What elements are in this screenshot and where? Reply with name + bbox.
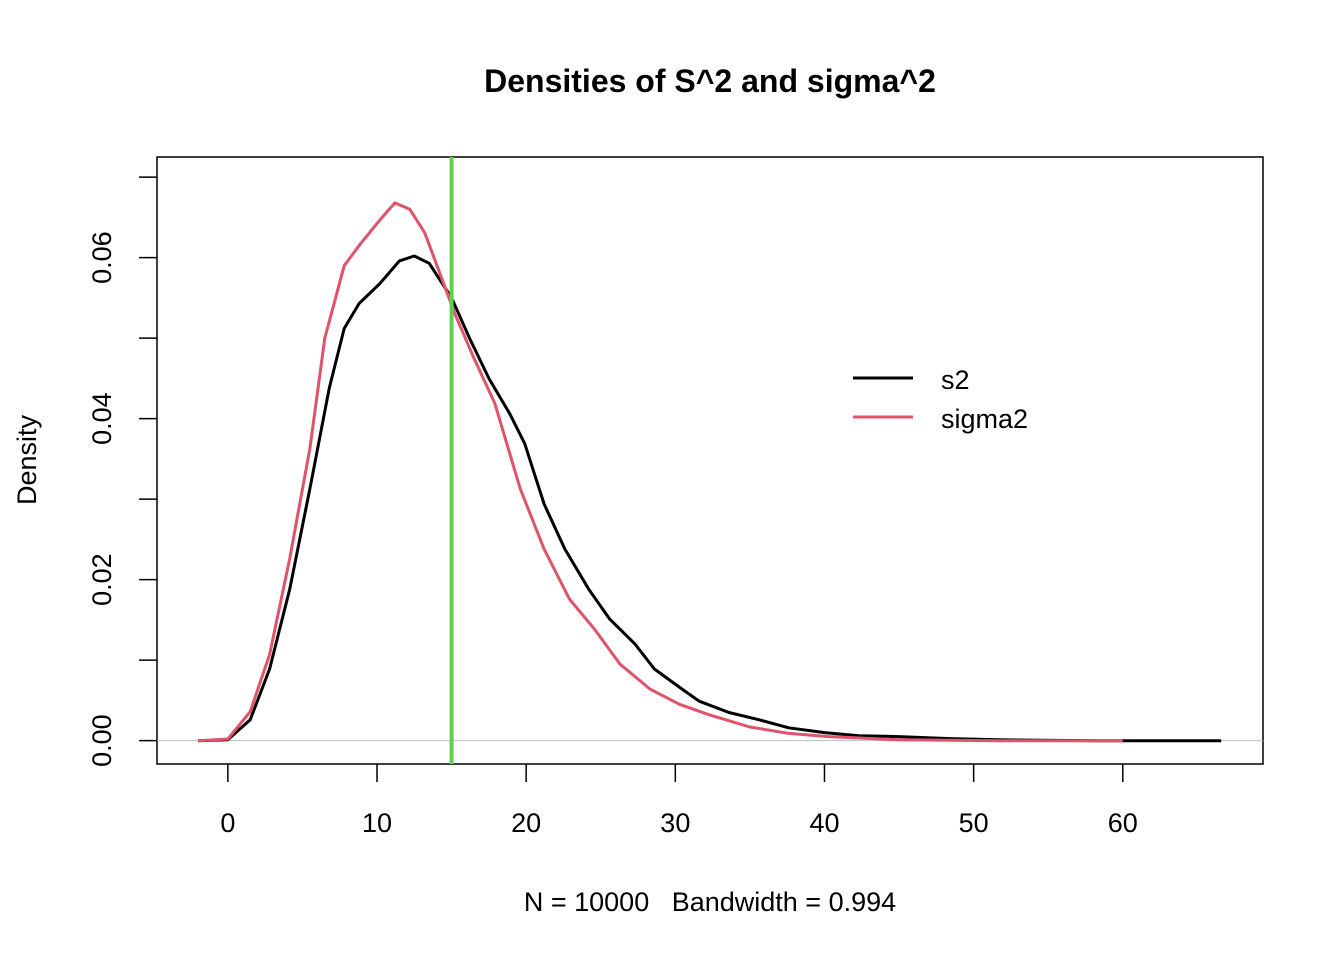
series-line-sigma2 [197, 201, 1123, 743]
legend-label-sigma2: sigma2 [941, 404, 1028, 434]
x-tick-label: 30 [660, 808, 690, 838]
legend: s2 sigma2 [853, 365, 1028, 434]
x-tick-label: 0 [220, 808, 235, 838]
plot-frame [156, 156, 1264, 765]
series-line-s2 [197, 254, 1222, 743]
x-tick-label: 50 [959, 808, 989, 838]
y-tick-label: 0.06 [87, 231, 117, 284]
series-lines [197, 201, 1222, 743]
y-axis-label: Density [12, 414, 42, 505]
x-tick-label: 60 [1108, 808, 1138, 838]
x-axis-label: N = 10000 Bandwidth = 0.994 [524, 887, 896, 917]
y-tick-label: 0.00 [87, 714, 117, 767]
y-tick-label: 0.04 [87, 392, 117, 445]
x-tick-label: 20 [511, 808, 541, 838]
y-axis: 0.00 0.02 0.04 0.06 [87, 176, 157, 767]
legend-label-s2: s2 [941, 365, 970, 395]
x-axis: 0 10 20 30 40 50 60 [220, 764, 1138, 838]
x-tick-label: 10 [362, 808, 392, 838]
chart-title: Densities of S^2 and sigma^2 [484, 63, 936, 99]
y-tick-label: 0.02 [87, 553, 117, 606]
x-tick-label: 40 [809, 808, 839, 838]
